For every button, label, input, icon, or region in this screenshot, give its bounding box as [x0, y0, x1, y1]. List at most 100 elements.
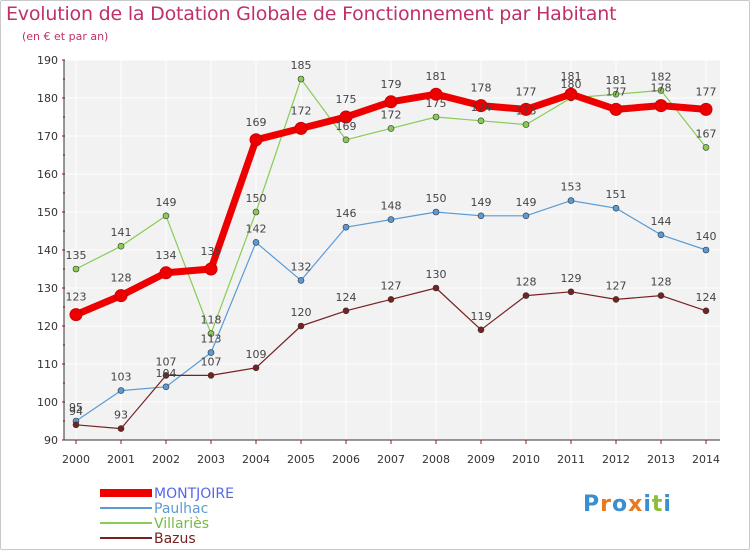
data-label-bazus: 128: [651, 276, 672, 289]
x-tick-label: 2005: [287, 453, 315, 466]
data-point-paulhac: [298, 277, 304, 283]
x-tick-label: 2013: [647, 453, 675, 466]
data-label-bazus: 120: [291, 306, 312, 319]
data-point-paulhac: [388, 217, 394, 223]
logo-letter: P: [583, 492, 600, 517]
y-tick-label: 90: [44, 434, 58, 447]
data-point-bazus: [478, 327, 484, 333]
data-label-bazus: 119: [471, 310, 492, 323]
data-label-montjoire: 172: [291, 104, 312, 117]
data-point-bazus: [253, 365, 259, 371]
data-label-montjoire: 135: [201, 245, 222, 258]
data-label-paulhac: 103: [111, 371, 132, 384]
x-tick-label: 2001: [107, 453, 135, 466]
data-point-montjoire: [115, 290, 127, 302]
data-label-villariès: 172: [381, 108, 402, 121]
data-label-villariès: 167: [696, 127, 717, 140]
data-point-bazus: [208, 372, 214, 378]
data-point-paulhac: [613, 205, 619, 211]
data-point-montjoire: [250, 134, 262, 146]
y-tick-label: 180: [37, 92, 58, 105]
data-label-paulhac: 148: [381, 200, 402, 213]
data-label-paulhac: 104: [156, 367, 177, 380]
y-tick-label: 160: [37, 168, 58, 181]
data-label-montjoire: 123: [66, 291, 87, 304]
data-label-bazus: 130: [426, 268, 447, 281]
data-label-montjoire: 177: [516, 85, 537, 98]
data-point-villariès: [163, 213, 169, 219]
data-label-villariès: 150: [246, 192, 267, 205]
data-label-montjoire: 178: [471, 82, 492, 95]
data-label-paulhac: 140: [696, 230, 717, 243]
data-point-villariès: [298, 76, 304, 82]
y-tick-label: 110: [37, 358, 58, 371]
data-label-bazus: 129: [561, 272, 582, 285]
x-tick-label: 2003: [197, 453, 225, 466]
data-label-bazus: 127: [381, 279, 402, 292]
data-label-bazus: 124: [696, 291, 717, 304]
data-point-villariès: [703, 144, 709, 150]
logo-letter: o: [612, 492, 628, 517]
data-label-paulhac: 150: [426, 192, 447, 205]
x-tick-label: 2006: [332, 453, 360, 466]
data-label-villariès: 175: [426, 97, 447, 110]
data-point-bazus: [118, 426, 124, 432]
data-label-bazus: 93: [114, 409, 128, 422]
data-label-villariès: 185: [291, 59, 312, 72]
data-label-bazus: 107: [201, 355, 222, 368]
x-tick-label: 2007: [377, 453, 405, 466]
data-label-villariès: 173: [516, 105, 537, 118]
data-point-villariès: [253, 209, 259, 215]
y-tick-label: 120: [37, 320, 58, 333]
data-label-paulhac: 146: [336, 207, 357, 220]
logo-letter: t: [652, 492, 664, 517]
data-point-bazus: [613, 296, 619, 302]
data-label-bazus: 107: [156, 355, 177, 368]
data-label-bazus: 127: [606, 279, 627, 292]
data-point-bazus: [73, 422, 79, 428]
data-label-paulhac: 132: [291, 260, 312, 273]
data-label-montjoire: 175: [336, 93, 357, 106]
data-label-montjoire: 128: [111, 272, 132, 285]
x-tick-label: 2009: [467, 453, 495, 466]
data-point-montjoire: [295, 122, 307, 134]
data-point-villariès: [118, 243, 124, 249]
line-chart: 901001101201301401501601701801902000 2001…: [0, 0, 750, 550]
legend-label-montjoire: MONTJOIRE: [154, 486, 234, 502]
data-label-montjoire: 179: [381, 78, 402, 91]
data-point-bazus: [658, 293, 664, 299]
x-tick-label: 2008: [422, 453, 450, 466]
data-point-bazus: [568, 289, 574, 295]
data-point-montjoire: [610, 103, 622, 115]
x-tick-label: 2000: [62, 453, 90, 466]
logo-letter: x: [628, 492, 643, 517]
proxiti-logo: Proxiti: [583, 492, 672, 517]
data-label-paulhac: 149: [516, 196, 537, 209]
data-point-villariès: [73, 266, 79, 272]
data-label-paulhac: 151: [606, 188, 627, 201]
y-tick-label: 140: [37, 244, 58, 257]
data-label-montjoire: 178: [651, 82, 672, 95]
legend-label-bazus: Bazus: [154, 531, 196, 547]
data-label-villariès: 174: [471, 101, 492, 114]
x-tick-label: 2004: [242, 453, 270, 466]
y-tick-label: 190: [37, 54, 58, 67]
data-point-bazus: [298, 323, 304, 329]
data-point-bazus: [343, 308, 349, 314]
data-point-villariès: [433, 114, 439, 120]
data-point-montjoire: [205, 263, 217, 275]
data-label-montjoire: 134: [156, 249, 177, 262]
data-label-villariès: 135: [66, 249, 87, 262]
x-tick-label: 2012: [602, 453, 630, 466]
x-tick-label: 2010: [512, 453, 540, 466]
data-label-paulhac: 153: [561, 181, 582, 194]
data-point-paulhac: [478, 213, 484, 219]
x-tick-label: 2011: [557, 453, 585, 466]
data-label-paulhac: 144: [651, 215, 672, 228]
data-point-paulhac: [343, 224, 349, 230]
data-label-paulhac: 142: [246, 222, 267, 235]
y-tick-label: 170: [37, 130, 58, 143]
x-tick-label: 2014: [692, 453, 720, 466]
data-point-villariès: [388, 125, 394, 131]
y-tick-label: 130: [37, 282, 58, 295]
